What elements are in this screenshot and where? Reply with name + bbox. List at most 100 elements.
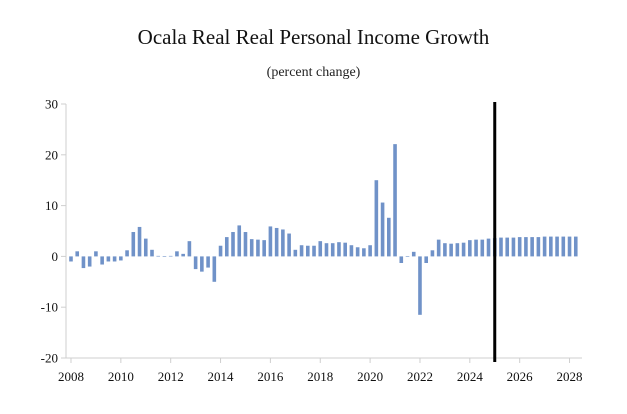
bar bbox=[374, 180, 379, 257]
bar bbox=[293, 249, 298, 257]
y-tick-label: 0 bbox=[52, 249, 59, 264]
bar bbox=[218, 245, 223, 257]
x-tick-label: 2014 bbox=[208, 369, 235, 384]
bar bbox=[430, 250, 435, 257]
bar bbox=[411, 251, 416, 257]
bar bbox=[355, 247, 360, 257]
bar bbox=[249, 239, 254, 257]
bar bbox=[517, 237, 522, 257]
bar bbox=[474, 239, 478, 257]
bar bbox=[75, 251, 80, 257]
bar bbox=[424, 256, 428, 263]
bar bbox=[112, 256, 117, 262]
bar bbox=[343, 242, 347, 257]
bar bbox=[143, 238, 148, 257]
bar bbox=[561, 236, 566, 257]
bar bbox=[393, 144, 397, 257]
bar bbox=[368, 245, 372, 257]
chart-title: Ocala Real Real Personal Income Growth bbox=[137, 25, 490, 49]
bar bbox=[150, 249, 154, 257]
bar bbox=[231, 232, 235, 257]
bar bbox=[125, 250, 129, 257]
bar bbox=[187, 241, 192, 257]
bar bbox=[87, 256, 92, 267]
bar bbox=[499, 237, 503, 257]
bar bbox=[330, 243, 335, 257]
bar-series bbox=[69, 144, 578, 315]
chart-subtitle: (percent change) bbox=[266, 65, 361, 80]
bar bbox=[175, 251, 179, 257]
bar bbox=[480, 239, 485, 257]
bar bbox=[206, 256, 210, 268]
bar bbox=[530, 237, 534, 257]
bar bbox=[299, 245, 304, 257]
x-tick-label: 2024 bbox=[457, 369, 484, 384]
bar bbox=[137, 226, 142, 257]
bar bbox=[349, 245, 354, 257]
x-tick-label: 2018 bbox=[307, 369, 333, 384]
bar bbox=[443, 243, 447, 257]
bar bbox=[262, 240, 266, 257]
x-tick-label: 2026 bbox=[507, 369, 534, 384]
bar bbox=[268, 226, 273, 257]
bar bbox=[405, 256, 410, 257]
x-tick-label: 2012 bbox=[158, 369, 184, 384]
bar bbox=[237, 225, 242, 257]
bar bbox=[418, 256, 422, 315]
bar bbox=[287, 233, 291, 257]
bar bbox=[106, 256, 111, 262]
bar bbox=[461, 242, 466, 257]
bar bbox=[181, 253, 185, 257]
bar bbox=[318, 241, 323, 257]
bar bbox=[436, 239, 441, 257]
bar bbox=[94, 251, 98, 257]
x-tick-label: 2008 bbox=[58, 369, 84, 384]
bar bbox=[573, 236, 578, 257]
bar bbox=[468, 240, 472, 257]
y-tick-label: -10 bbox=[41, 300, 58, 315]
bar bbox=[274, 227, 279, 257]
bar bbox=[156, 255, 161, 257]
x-tick-label: 2010 bbox=[108, 369, 134, 384]
bar bbox=[542, 236, 547, 257]
bar bbox=[449, 243, 453, 257]
bar bbox=[162, 256, 167, 257]
bar bbox=[281, 229, 285, 257]
x-tick-label: 2022 bbox=[407, 369, 433, 384]
bar bbox=[224, 237, 229, 257]
y-tick-label: 20 bbox=[45, 147, 58, 162]
bar bbox=[380, 202, 385, 257]
bar bbox=[536, 237, 541, 257]
bar bbox=[524, 237, 528, 257]
bar bbox=[399, 256, 404, 263]
bar bbox=[567, 236, 572, 257]
bar bbox=[81, 256, 86, 269]
bar bbox=[119, 256, 123, 261]
bar bbox=[312, 245, 316, 257]
bar bbox=[455, 243, 460, 257]
bar bbox=[549, 236, 553, 257]
bar bbox=[212, 256, 217, 282]
bar bbox=[511, 237, 516, 257]
bar bbox=[306, 245, 310, 257]
bar bbox=[200, 256, 204, 272]
bar bbox=[69, 256, 73, 262]
x-tick-label: 2020 bbox=[357, 369, 383, 384]
bar bbox=[324, 243, 329, 257]
bar bbox=[168, 255, 173, 257]
bar bbox=[387, 217, 391, 257]
bar bbox=[243, 232, 248, 257]
bar bbox=[486, 238, 491, 257]
bar bbox=[505, 237, 510, 257]
bar bbox=[131, 232, 136, 257]
x-tick-label: 2016 bbox=[257, 369, 284, 384]
bar bbox=[193, 256, 198, 270]
bar bbox=[256, 239, 260, 257]
y-tick-label: 30 bbox=[45, 97, 58, 112]
bar bbox=[337, 242, 341, 257]
bar bbox=[555, 236, 559, 257]
bar bbox=[362, 248, 366, 257]
y-tick-label: 10 bbox=[45, 198, 58, 213]
